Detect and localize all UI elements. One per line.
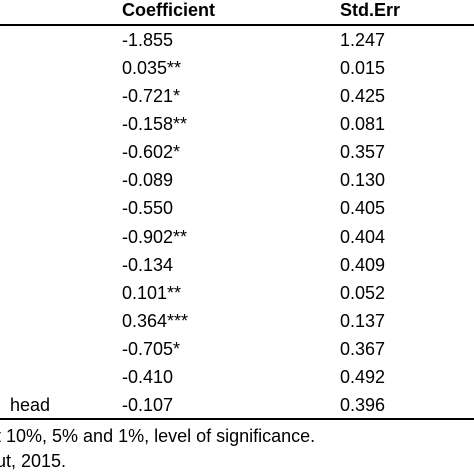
cell: -0.705* bbox=[122, 338, 181, 359]
cell: 0.101** bbox=[122, 282, 182, 303]
cell: -0.902** bbox=[122, 226, 188, 247]
cell: 0.130 bbox=[340, 170, 386, 191]
cell: 0.052 bbox=[340, 282, 386, 303]
cell: 0.357 bbox=[340, 142, 386, 163]
cell: 0.081 bbox=[340, 114, 386, 135]
column-header: Coefficient bbox=[122, 0, 216, 20]
cell: 0.015 bbox=[340, 58, 386, 79]
bottom-rule bbox=[0, 418, 474, 420]
footnote: t 10%, 5% and 1%, level of significance. bbox=[0, 426, 316, 446]
cell: -0.089 bbox=[122, 170, 174, 191]
cell: 0.396 bbox=[340, 395, 386, 416]
footnote: ut, 2015. bbox=[0, 451, 67, 471]
cell: -0.158** bbox=[122, 114, 188, 135]
cell: -0.134 bbox=[122, 254, 174, 275]
cell: 0.405 bbox=[340, 198, 386, 219]
cell: -0.410 bbox=[122, 366, 174, 387]
cell: 0.364*** bbox=[122, 310, 189, 331]
cell: -0.602* bbox=[122, 142, 181, 163]
cell: 0.409 bbox=[340, 254, 386, 275]
cell: -0.107 bbox=[122, 395, 174, 416]
cell: 0.425 bbox=[340, 86, 386, 107]
cell: 1.247 bbox=[340, 30, 386, 50]
header-rule bbox=[0, 24, 474, 26]
column-header: Std.Err bbox=[340, 0, 401, 20]
cell: 0.404 bbox=[340, 226, 386, 247]
cell: 0.137 bbox=[340, 310, 386, 331]
cell: -0.721* bbox=[122, 86, 181, 107]
cell: -1.855 bbox=[122, 30, 174, 50]
cell: 0.492 bbox=[340, 366, 386, 387]
cell: -0.550 bbox=[122, 198, 174, 219]
row-label: head bbox=[10, 395, 51, 416]
cell: 0.367 bbox=[340, 338, 386, 359]
cell: 0.035** bbox=[122, 58, 182, 79]
